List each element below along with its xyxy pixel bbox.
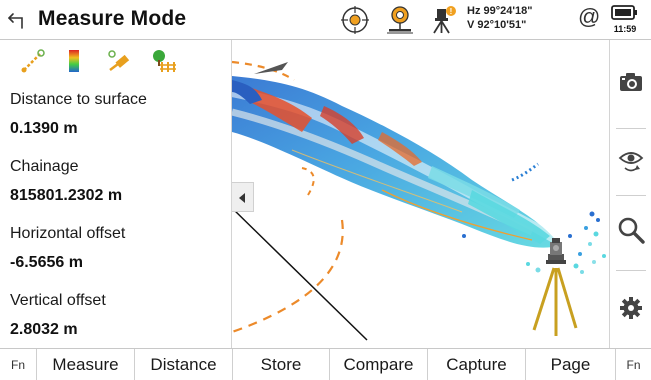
settings-button[interactable] — [610, 278, 651, 338]
angle-readout: Hz 99°24'18" V 92°10'51" — [467, 4, 532, 32]
cloud-shard — [254, 62, 288, 74]
toolbar-divider — [616, 128, 646, 129]
prism-stand-icon[interactable] — [383, 5, 417, 35]
point-cloud-viewport[interactable] — [232, 40, 609, 348]
page-button[interactable]: Page — [526, 349, 616, 380]
clock-time: 11:59 — [613, 24, 637, 34]
capture-button[interactable]: Capture — [428, 349, 526, 380]
total-station-instrument — [532, 238, 578, 336]
right-toolbar — [609, 40, 651, 348]
back-arrow-icon — [8, 13, 23, 29]
v-angle: V 92°10'51" — [467, 19, 527, 31]
chainage-value: 815801.2302 m — [10, 187, 123, 204]
vertical-offset-label: Vertical offset — [10, 292, 106, 309]
target-icon[interactable] — [340, 5, 370, 35]
color-scale-icon[interactable] — [63, 48, 85, 74]
scatter-points — [462, 211, 606, 274]
page-title: Measure Mode — [38, 7, 187, 30]
measurement-panel: Distance to surface 0.1390 m Chainage 81… — [0, 40, 232, 348]
distance-to-surface-label: Distance to surface — [10, 91, 147, 108]
horizontal-offset-label: Horizontal offset — [10, 225, 126, 242]
total-station-icon[interactable]: ! — [428, 5, 458, 35]
at-icon[interactable]: @ — [578, 4, 601, 29]
tree-fence-icon[interactable] — [150, 48, 178, 74]
hz-angle: Hz 99°24'18" — [467, 5, 533, 17]
chainage-label: Chainage — [10, 158, 79, 175]
title-bar: Measure Mode ! Hz 99°24'18" V 92°10'51" … — [0, 0, 651, 40]
vertical-offset-value: 2.8032 m — [10, 321, 78, 338]
distance-to-surface-value: 0.1390 m — [10, 120, 78, 137]
dashed-arc-mid — [301, 167, 315, 196]
search-icon — [618, 217, 645, 244]
distance-button[interactable]: Distance — [135, 349, 233, 380]
fn-left-button[interactable]: Fn — [0, 349, 37, 380]
function-key-bar: Fn Measure Distance Store Compare Captur… — [0, 348, 651, 380]
fn-right-button[interactable]: Fn — [626, 358, 641, 372]
horizontal-offset-value: -6.5656 m — [10, 254, 83, 271]
chevron-left-icon — [239, 193, 245, 203]
visibility-button[interactable] — [610, 130, 651, 190]
gear-icon — [620, 297, 642, 319]
measure-button[interactable]: Measure — [37, 349, 135, 380]
survey-line — [232, 207, 368, 341]
svg-text:!: ! — [450, 7, 453, 16]
toolbar-divider — [616, 270, 646, 271]
camera-button[interactable] — [610, 52, 651, 112]
measure-tool-icon[interactable] — [20, 48, 46, 74]
toolbar-divider — [616, 195, 646, 196]
color-brush-icon[interactable] — [106, 48, 132, 74]
zoom-button[interactable] — [610, 200, 651, 260]
point-cloud-band — [232, 76, 558, 248]
compare-button[interactable]: Compare — [330, 349, 428, 380]
collapse-panel-button[interactable] — [232, 182, 254, 212]
back-button[interactable] — [6, 8, 30, 32]
point-cloud-scene — [232, 60, 606, 341]
store-button[interactable]: Store — [233, 349, 330, 380]
battery-icon — [611, 5, 637, 20]
battery-indicator: 11:59 — [608, 3, 646, 37]
eye-refresh-icon — [618, 152, 644, 172]
dashed-arc-bottom — [232, 219, 344, 334]
camera-icon — [620, 73, 642, 91]
